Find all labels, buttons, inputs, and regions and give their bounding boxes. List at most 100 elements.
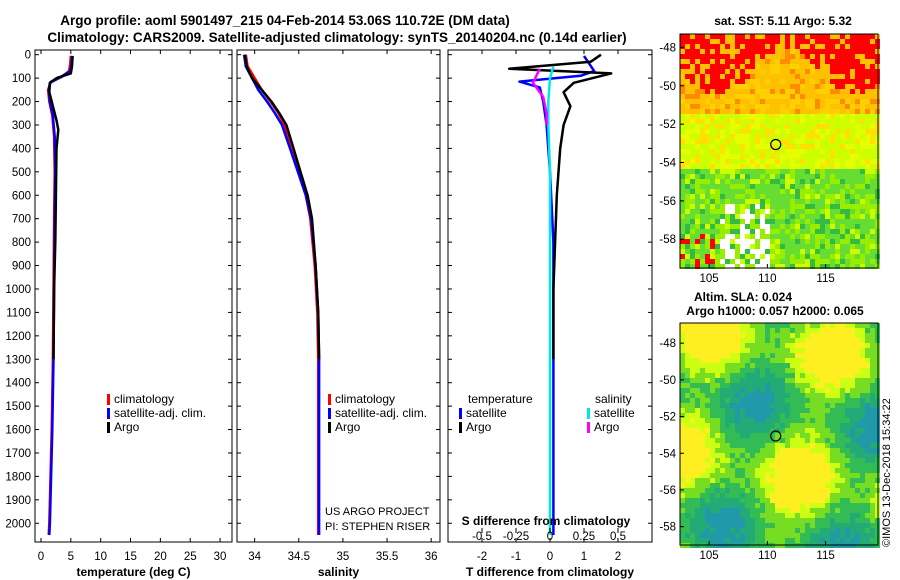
map-cell <box>860 144 865 149</box>
map-cell <box>735 154 740 159</box>
map-cell <box>765 104 770 109</box>
map-cell <box>760 154 765 159</box>
map-cell <box>845 428 850 433</box>
map-cell <box>755 448 760 453</box>
map-cell <box>745 234 750 239</box>
map-cell <box>825 413 830 418</box>
map-cell <box>860 34 865 39</box>
map-cell <box>775 373 780 378</box>
map-cell <box>770 199 775 204</box>
map-cell <box>720 114 725 119</box>
map-cell <box>865 84 870 89</box>
map-cell <box>860 199 865 204</box>
map-cell <box>695 328 700 333</box>
map-cell <box>750 528 755 533</box>
map-cell <box>730 443 735 448</box>
map-cell <box>870 64 875 69</box>
map-cell <box>755 528 760 533</box>
map-cell <box>790 453 795 458</box>
map-cell <box>735 64 740 69</box>
map-cell <box>860 239 865 244</box>
map-cell <box>770 44 775 49</box>
map-cell <box>730 264 735 269</box>
map-cell <box>740 179 745 184</box>
map-cell <box>695 179 700 184</box>
map-cell <box>725 224 730 229</box>
map-cell <box>775 224 780 229</box>
map-cell <box>735 363 740 368</box>
map-cell <box>760 473 765 478</box>
map-cell <box>705 423 710 428</box>
map-lon-label: 115 <box>816 550 834 562</box>
map-cell <box>745 518 750 523</box>
map-cell <box>720 129 725 134</box>
map-cell <box>690 149 695 154</box>
map-cell <box>715 498 720 503</box>
map-cell <box>795 518 800 523</box>
map-cell <box>755 164 760 169</box>
map-cell <box>780 428 785 433</box>
map-cell <box>750 338 755 343</box>
map-cell <box>700 408 705 413</box>
map-cell <box>800 358 805 363</box>
map-cell <box>755 538 760 543</box>
map-cell <box>725 254 730 259</box>
map-cell <box>855 179 860 184</box>
map-cell <box>690 448 695 453</box>
map-cell <box>830 184 835 189</box>
map-cell <box>750 323 755 328</box>
map-cell <box>690 224 695 229</box>
legend-swatch <box>328 394 331 405</box>
map-cell <box>740 378 745 383</box>
map-cell <box>850 373 855 378</box>
map-cell <box>730 164 735 169</box>
map-cell <box>740 129 745 134</box>
map-lat-label: -50 <box>659 81 676 93</box>
map-cell <box>715 109 720 114</box>
map-cell <box>805 204 810 209</box>
map-cell <box>810 49 815 54</box>
sdiff-tick-label: -0.5 <box>472 531 492 543</box>
map-cell <box>870 159 875 164</box>
map-cell <box>820 353 825 358</box>
map-cell <box>805 234 810 239</box>
map-cell <box>805 44 810 49</box>
map-cell <box>690 259 695 264</box>
map-cell <box>850 328 855 333</box>
map-cell <box>720 353 725 358</box>
map-cell <box>730 408 735 413</box>
map-cell <box>695 119 700 124</box>
map-cell <box>825 363 830 368</box>
figure-title-line2: Climatology: CARS2009. Satellite-adjuste… <box>47 30 626 45</box>
map-cell <box>840 343 845 348</box>
map-cell <box>805 229 810 234</box>
map-cell <box>695 159 700 164</box>
map-cell <box>755 69 760 74</box>
pressure-tick-label: 900 <box>12 261 31 273</box>
map-cell <box>680 79 685 84</box>
map-cell <box>835 378 840 383</box>
map-cell <box>735 343 740 348</box>
map-cell <box>770 254 775 259</box>
map-cell <box>775 323 780 328</box>
map-cell <box>690 89 695 94</box>
map-cell <box>855 408 860 413</box>
map-cell <box>835 144 840 149</box>
map-cell <box>780 438 785 443</box>
map-cell <box>740 518 745 523</box>
map-cell <box>745 199 750 204</box>
map-cell <box>740 443 745 448</box>
map-cell <box>710 89 715 94</box>
map-cell <box>820 333 825 338</box>
map-cell <box>760 139 765 144</box>
map-cell <box>830 383 835 388</box>
map-cell <box>715 458 720 463</box>
map-cell <box>725 513 730 518</box>
map-cell <box>710 194 715 199</box>
map-cell <box>840 109 845 114</box>
map-cell <box>815 458 820 463</box>
map-cell <box>825 239 830 244</box>
map-cell <box>740 328 745 333</box>
map-cell <box>700 104 705 109</box>
